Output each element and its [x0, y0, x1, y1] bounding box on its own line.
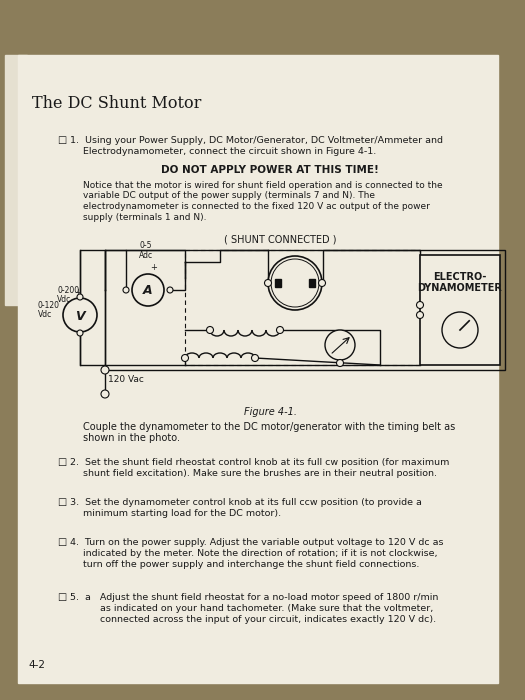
- Text: 4-2: 4-2: [28, 660, 45, 670]
- Text: 4.  Turn on the power supply. Adjust the variable output voltage to 120 V dc as: 4. Turn on the power supply. Adjust the …: [70, 538, 444, 547]
- Text: indicated by the meter. Note the direction of rotation; if it is not clockwise,: indicated by the meter. Note the directi…: [83, 549, 437, 558]
- Text: Vdc: Vdc: [57, 295, 71, 304]
- Text: ELECTRO-: ELECTRO-: [433, 272, 487, 282]
- Text: 5.  a   Adjust the shunt field rheostat for a no-load motor speed of 1800 r/min: 5. a Adjust the shunt field rheostat for…: [70, 593, 438, 602]
- Text: DYNAMOMETER: DYNAMOMETER: [417, 283, 502, 293]
- Text: □: □: [57, 497, 66, 507]
- Text: connected across the input of your circuit, indicates exactly 120 V dc).: connected across the input of your circu…: [100, 615, 436, 624]
- Text: Electrodynamometer, connect the circuit shown in Figure 4-1.: Electrodynamometer, connect the circuit …: [83, 147, 376, 156]
- Circle shape: [268, 256, 322, 310]
- Text: V: V: [75, 309, 85, 323]
- Circle shape: [132, 274, 164, 306]
- Circle shape: [123, 287, 129, 293]
- Circle shape: [416, 302, 424, 309]
- Text: □: □: [57, 592, 66, 602]
- Text: Vdc: Vdc: [38, 310, 52, 319]
- Bar: [5, 55, 27, 305]
- Circle shape: [77, 330, 83, 336]
- Bar: [420, 255, 500, 365]
- Circle shape: [442, 312, 478, 348]
- Text: minimum starting load for the DC motor).: minimum starting load for the DC motor).: [83, 509, 281, 518]
- Circle shape: [63, 298, 97, 332]
- Text: as indicated on your hand tachometer. (Make sure that the voltmeter,: as indicated on your hand tachometer. (M…: [100, 604, 433, 613]
- Bar: [18, 55, 498, 683]
- Text: 1.  Using your Power Supply, DC Motor/Generator, DC Voltmeter/Ammeter and: 1. Using your Power Supply, DC Motor/Gen…: [70, 136, 443, 145]
- Text: shown in the photo.: shown in the photo.: [83, 433, 180, 443]
- Text: The DC Shunt Motor: The DC Shunt Motor: [32, 95, 202, 112]
- Text: ( SHUNT CONNECTED ): ( SHUNT CONNECTED ): [224, 234, 336, 244]
- Bar: [275, 279, 281, 287]
- Text: turn off the power supply and interchange the shunt field connections.: turn off the power supply and interchang…: [83, 560, 419, 569]
- Text: 120 Vac: 120 Vac: [108, 375, 144, 384]
- Circle shape: [182, 354, 188, 361]
- Circle shape: [325, 330, 355, 360]
- Bar: [309, 279, 315, 287]
- Text: +: +: [151, 263, 158, 272]
- Text: DO NOT APPLY POWER AT THIS TIME!: DO NOT APPLY POWER AT THIS TIME!: [161, 165, 379, 175]
- Text: □: □: [57, 537, 66, 547]
- Circle shape: [77, 294, 83, 300]
- Text: 3.  Set the dynamometer control knob at its full ccw position (to provide a: 3. Set the dynamometer control knob at i…: [70, 498, 422, 507]
- Text: shunt field excitation). Make sure the brushes are in their neutral position.: shunt field excitation). Make sure the b…: [83, 469, 437, 478]
- Text: Figure 4-1.: Figure 4-1.: [244, 407, 297, 417]
- Bar: [185, 250, 420, 365]
- Circle shape: [251, 354, 258, 361]
- Text: +: +: [75, 288, 81, 297]
- Text: Notice that the motor is wired for shunt field operation and is connected to the: Notice that the motor is wired for shunt…: [83, 181, 443, 190]
- Circle shape: [337, 360, 343, 367]
- Circle shape: [167, 287, 173, 293]
- Text: 0-200: 0-200: [57, 286, 79, 295]
- Circle shape: [101, 390, 109, 398]
- Text: Couple the dynamometer to the DC motor/generator with the timing belt as: Couple the dynamometer to the DC motor/g…: [83, 422, 455, 432]
- Bar: [105, 250, 505, 370]
- Circle shape: [206, 326, 214, 333]
- Text: □: □: [57, 457, 66, 467]
- Circle shape: [265, 279, 271, 286]
- Text: □: □: [57, 135, 66, 145]
- Text: 0-5
Adc: 0-5 Adc: [139, 241, 153, 260]
- Circle shape: [319, 279, 326, 286]
- Text: 0-120: 0-120: [38, 301, 60, 310]
- Text: 2.  Set the shunt field rheostat control knob at its full cw position (for maxim: 2. Set the shunt field rheostat control …: [70, 458, 449, 467]
- Circle shape: [101, 366, 109, 374]
- Circle shape: [277, 326, 284, 333]
- Circle shape: [416, 312, 424, 318]
- Text: A: A: [143, 284, 153, 298]
- Text: electrodynamometer is connected to the fixed 120 V ac output of the power: electrodynamometer is connected to the f…: [83, 202, 430, 211]
- Text: variable DC output of the power supply (terminals 7 and N). The: variable DC output of the power supply (…: [83, 192, 375, 200]
- Text: -: -: [76, 329, 80, 339]
- Text: supply (terminals 1 and N).: supply (terminals 1 and N).: [83, 213, 206, 221]
